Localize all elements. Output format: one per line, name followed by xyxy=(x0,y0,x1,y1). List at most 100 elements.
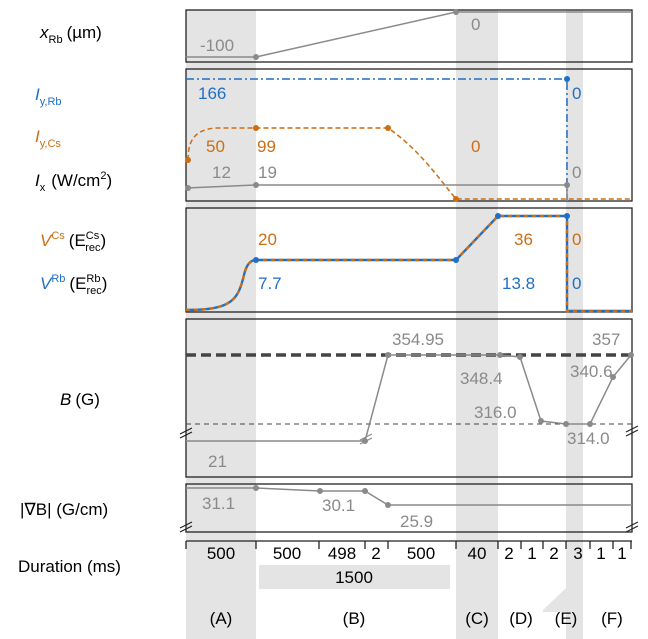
b-reference-lines xyxy=(186,353,632,425)
duration-timeline: 500 500 498 2 500 40 2 1 2 3 1 1 1500 xyxy=(185,540,632,587)
b-point-3 xyxy=(497,352,503,358)
row-labels: xRb (µm) Iy,Rb Iy,Cs Ix (W/cm2) VCs (ECs rec… xyxy=(18,23,121,576)
x-rb-point-end xyxy=(453,9,459,15)
b-point-9 xyxy=(628,352,634,358)
b-point-5 xyxy=(538,418,544,424)
phase-e-label: (E) xyxy=(555,609,578,628)
duration-9: 3 xyxy=(573,544,582,563)
b-axis-break-left xyxy=(179,427,193,439)
panel-potential xyxy=(185,207,633,313)
b-point-2 xyxy=(385,352,391,358)
phase-labels: (A) (B) (C) (D) (E) (F) xyxy=(210,609,623,628)
duration-11: 1 xyxy=(617,544,626,563)
b-line xyxy=(186,354,632,442)
v-point-2 xyxy=(453,257,459,263)
shaded-columns xyxy=(186,10,583,639)
duration-2: 498 xyxy=(328,544,356,563)
label-duration: Duration (ms) xyxy=(18,557,121,576)
b-curve: 21 354.95 348.4 316.0 340.6 314.0 357 xyxy=(179,330,639,471)
label-i-y-cs: Iy,Cs xyxy=(35,127,61,150)
v-point-3 xyxy=(495,213,501,219)
duration-10: 1 xyxy=(596,544,605,563)
b-axis-break-line xyxy=(359,433,373,445)
i-rb-on-value: 166 xyxy=(198,84,226,103)
i-rb-curve: 166 0 xyxy=(186,76,581,201)
b-point-8 xyxy=(610,374,616,380)
shade-1500-bar xyxy=(259,565,450,589)
i-cs-point-2 xyxy=(253,125,259,131)
shade-phase-e-wedge xyxy=(543,588,566,612)
duration-4: 500 xyxy=(407,544,435,563)
b-340-value: 340.6 xyxy=(570,362,613,381)
duration-labels: 500 500 498 2 500 40 2 1 2 3 1 1 xyxy=(207,544,627,563)
b-high-value: 354.95 xyxy=(392,330,444,349)
duration-6: 2 xyxy=(504,544,513,563)
grad-point-3 xyxy=(362,488,368,494)
panel-b-field xyxy=(185,318,633,478)
duration-ticks xyxy=(185,541,632,549)
duration-7: 1 xyxy=(527,544,536,563)
i-x-point-1 xyxy=(185,185,191,191)
x-rb-point-start xyxy=(253,54,259,60)
v-rb-2-value: 13.8 xyxy=(502,274,535,293)
i-x-line xyxy=(185,184,568,201)
v-point-1 xyxy=(253,257,259,263)
label-i-x: Ix (W/cm2) xyxy=(35,170,112,194)
phase-f-label: (F) xyxy=(601,609,623,628)
duration-1: 500 xyxy=(273,544,301,563)
i-cs-point-3 xyxy=(385,125,391,131)
b-point-6 xyxy=(563,421,569,427)
i-cs-off-value: 0 xyxy=(471,137,480,156)
b-point-7 xyxy=(587,421,593,427)
phase-a-label: (A) xyxy=(210,609,233,628)
duration-5: 40 xyxy=(468,544,487,563)
v-cs-line xyxy=(185,214,632,313)
i-x-point-2 xyxy=(253,182,259,188)
v-cs-off-value: 0 xyxy=(572,230,581,249)
i-cs-point-1 xyxy=(185,157,191,163)
panel-x-rb xyxy=(185,9,633,63)
x-rb-end-value: 0 xyxy=(471,15,480,34)
duration-total-b: 1500 xyxy=(335,568,373,587)
grad-1-value: 31.1 xyxy=(202,494,235,513)
i-x-curve: 12 19 0 xyxy=(185,163,581,201)
duration-3: 2 xyxy=(371,544,380,563)
grad-axis-break-right xyxy=(625,521,639,533)
panel-gradient xyxy=(185,483,633,533)
i-cs-b-value: 99 xyxy=(257,137,276,156)
panel-intensity xyxy=(185,68,633,202)
b-316-value: 316.0 xyxy=(474,403,517,422)
label-v-cs: VCs (ECs rec) xyxy=(40,230,106,254)
label-x-rb: xRb (µm) xyxy=(39,23,102,46)
i-x-point-3 xyxy=(564,182,570,188)
i-cs-a-value: 50 xyxy=(206,137,225,156)
x-rb-line xyxy=(186,11,632,58)
potential-curve: 20 36 0 7.7 13.8 0 xyxy=(185,213,632,313)
label-b: B (G) xyxy=(60,390,100,409)
shade-phase-c xyxy=(456,10,498,639)
grad-3-value: 25.9 xyxy=(400,512,433,531)
label-i-y-rb: Iy,Rb xyxy=(35,85,62,108)
v-rb-1-value: 7.7 xyxy=(258,274,282,293)
phase-b-label: (B) xyxy=(343,609,366,628)
grad-axis-break-left xyxy=(179,521,193,533)
duration-8: 2 xyxy=(549,544,558,563)
duration-0: 500 xyxy=(207,544,235,563)
grad-2-value: 30.1 xyxy=(322,496,355,515)
phase-c-label: (C) xyxy=(465,609,489,628)
panel-frames xyxy=(185,9,633,533)
b-348-value: 348.4 xyxy=(460,369,503,388)
grad-point-4 xyxy=(385,502,391,508)
label-v-rb: VRb (ERb rec) xyxy=(40,273,107,297)
label-grad-b: |∇B| (G/cm) xyxy=(20,500,108,519)
v-cs-2-value: 36 xyxy=(514,230,533,249)
shade-phase-e xyxy=(566,10,583,639)
grad-line xyxy=(186,487,632,506)
x-rb-curve: -100 0 xyxy=(186,9,632,60)
grad-curve: 31.1 30.1 25.9 xyxy=(179,485,639,533)
v-cs-1-value: 20 xyxy=(258,230,277,249)
i-rb-point xyxy=(564,76,570,82)
i-cs-curve: 50 99 0 xyxy=(185,125,632,202)
b-314-value: 314.0 xyxy=(567,429,610,448)
